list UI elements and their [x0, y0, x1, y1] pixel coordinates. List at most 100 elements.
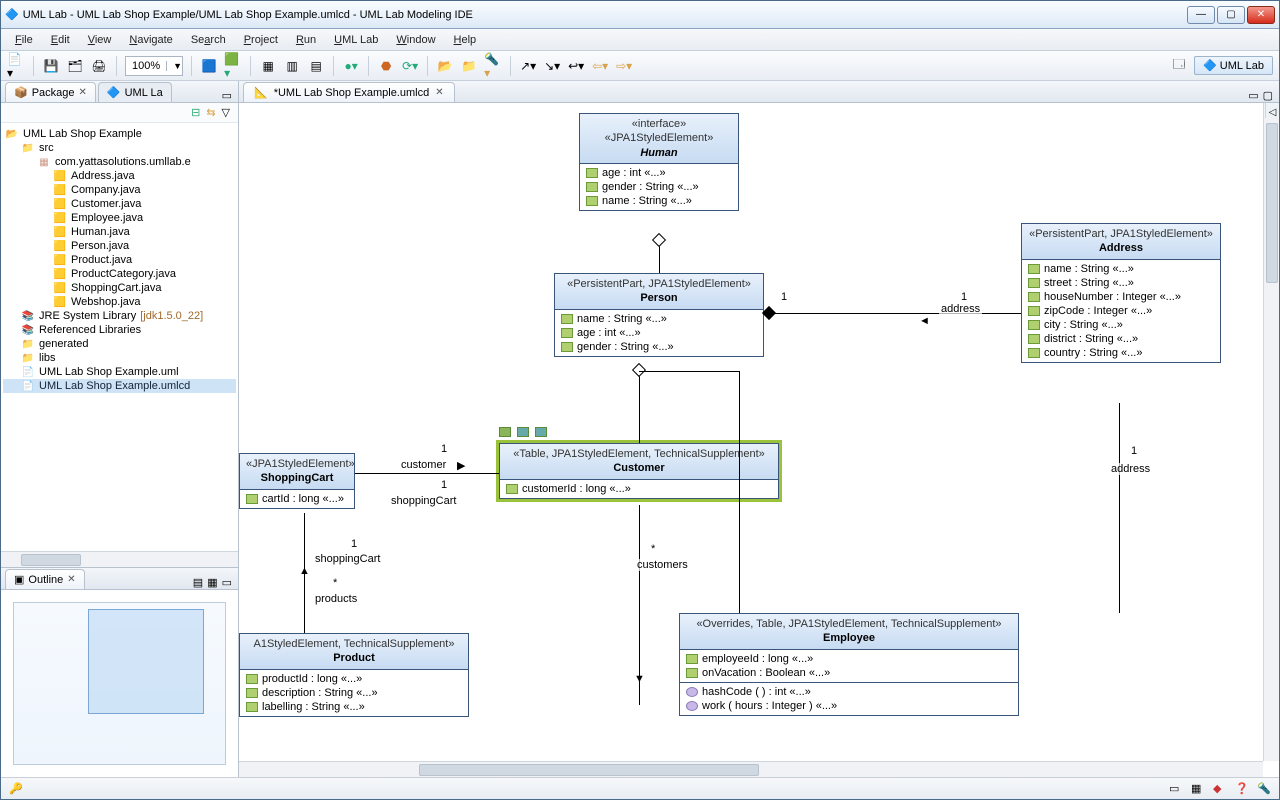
palette-handle[interactable]: ◁ — [1265, 103, 1279, 118]
status-icon[interactable]: ▦ — [1191, 782, 1205, 796]
tree-file[interactable]: 🟨Customer.java — [3, 197, 236, 211]
menu-view[interactable]: View — [80, 32, 120, 48]
tree-file[interactable]: 🟨Webshop.java — [3, 295, 236, 309]
menu-help[interactable]: Help — [446, 32, 485, 48]
editor-area: 📐 *UML Lab Shop Example.umlcd ✕ ▭ ▢ «int… — [239, 81, 1279, 777]
app-window: 🔷 UML Lab - UML Lab Shop Example/UML Lab… — [0, 0, 1280, 800]
nav-icon[interactable]: ↩▾ — [567, 57, 585, 75]
arrow-icon — [652, 233, 666, 247]
folder-icon[interactable]: 📁 — [460, 57, 478, 75]
package-tree[interactable]: 📂UML Lab Shop Example 📁src ▦com.yattasol… — [1, 123, 238, 551]
vertical-scrollbar[interactable] — [1263, 103, 1279, 761]
diagram-canvas[interactable]: «interface»«JPA1StyledElement»Human age … — [239, 103, 1263, 761]
nav-icon[interactable]: ↘▾ — [543, 57, 561, 75]
close-icon[interactable]: ✕ — [435, 87, 443, 98]
tree-scrollbar[interactable] — [1, 551, 238, 567]
tree-file[interactable]: 🟨Product.java — [3, 253, 236, 267]
role-label: address — [939, 303, 982, 315]
minimize-view-icon[interactable]: ▭ — [222, 89, 232, 102]
tree-src[interactable]: 📁src — [3, 141, 236, 155]
tree-jre[interactable]: 📚JRE System Library [jdk1.5.0_22] — [3, 309, 236, 323]
minimize-button[interactable]: — — [1187, 6, 1215, 24]
build-icon[interactable]: ⬣ — [377, 57, 395, 75]
uml-class-product[interactable]: A1StyledElement, TechnicalSupplement»Pro… — [239, 633, 469, 717]
outline-thumbnail[interactable] — [1, 590, 238, 777]
perspective-button[interactable]: 🔷 UML Lab — [1194, 56, 1273, 75]
uml-class-employee[interactable]: «Overrides, Table, JPA1StyledElement, Te… — [679, 613, 1019, 716]
menu-file[interactable]: File — [7, 32, 41, 48]
menu-search[interactable]: Search — [183, 32, 234, 48]
minimize-view-icon[interactable]: ▭ — [222, 576, 232, 589]
status-icon[interactable]: ◆ — [1213, 782, 1227, 796]
uml-class-shoppingcart[interactable]: «JPA1StyledElement»ShoppingCart cartId :… — [239, 453, 355, 509]
save-icon[interactable]: 💾 — [42, 57, 60, 75]
tab-outline[interactable]: ▣ Outline ✕ — [5, 569, 85, 589]
tree-file[interactable]: 🟨Company.java — [3, 183, 236, 197]
tree-folder[interactable]: 📁generated — [3, 337, 236, 351]
tab-package[interactable]: 📦 Package ✕ — [5, 82, 96, 102]
diamond-icon — [762, 306, 776, 320]
close-icon[interactable]: ✕ — [67, 574, 75, 585]
horizontal-scrollbar[interactable] — [239, 761, 1263, 777]
align-icon[interactable]: ▦ — [259, 57, 277, 75]
uml-class-person[interactable]: «PersistentPart, JPA1StyledElement»Perso… — [554, 273, 764, 357]
collapse-icon[interactable]: ⊟ — [191, 106, 200, 119]
search-icon[interactable]: 🔦▾ — [484, 57, 502, 75]
tree-folder[interactable]: 📁libs — [3, 351, 236, 365]
status-icon[interactable]: ▭ — [1169, 782, 1183, 796]
new-icon[interactable]: 📄▾ — [7, 57, 25, 75]
tree-package[interactable]: ▦com.yattasolutions.umllab.e — [3, 155, 236, 169]
print-icon[interactable]: 🖨 — [90, 57, 108, 75]
tree-uml-file[interactable]: 📄UML Lab Shop Example.uml — [3, 365, 236, 379]
align-icon[interactable]: ▤ — [307, 57, 325, 75]
menu-run[interactable]: Run — [288, 32, 324, 48]
menu-umllab[interactable]: UML Lab — [326, 32, 386, 48]
tree-file[interactable]: 🟨ProductCategory.java — [3, 267, 236, 281]
close-icon[interactable]: ✕ — [79, 87, 87, 98]
uml-class-address[interactable]: «PersistentPart, JPA1StyledElement»Addre… — [1021, 223, 1221, 363]
tree-file[interactable]: 🟨Person.java — [3, 239, 236, 253]
menu-edit[interactable]: Edit — [43, 32, 78, 48]
maximize-view-icon[interactable]: ▢ — [1263, 89, 1273, 102]
tree-reflib[interactable]: 📚Referenced Libraries — [3, 323, 236, 337]
tree-file[interactable]: 🟨Address.java — [3, 169, 236, 183]
maximize-button[interactable]: ▢ — [1217, 6, 1245, 24]
chevron-down-icon[interactable]: ▼ — [166, 61, 182, 71]
refresh-icon[interactable]: ⟳▾ — [401, 57, 419, 75]
tab-umlla[interactable]: 🔷 UML La — [98, 82, 172, 102]
uml-class-customer[interactable]: «Table, JPA1StyledElement, TechnicalSupp… — [499, 443, 779, 499]
outline-mode-icon[interactable]: ▤ — [193, 576, 203, 589]
close-button[interactable]: ✕ — [1247, 6, 1275, 24]
align-icon[interactable]: ▥ — [283, 57, 301, 75]
menu-navigate[interactable]: Navigate — [121, 32, 180, 48]
selection-toolbar[interactable] — [499, 427, 547, 437]
run-icon[interactable]: ●▾ — [342, 57, 360, 75]
tree-project[interactable]: 📂UML Lab Shop Example — [3, 127, 236, 141]
tree-umlcd-file[interactable]: 📄UML Lab Shop Example.umlcd — [3, 379, 236, 393]
tool-icon[interactable]: 🟩▾ — [224, 57, 242, 75]
forward-icon[interactable]: ⇨▾ — [615, 57, 633, 75]
tree-file[interactable]: 🟨Human.java — [3, 225, 236, 239]
left-panel: 📦 Package ✕ 🔷 UML La ▭ ⊟ ⇆ ▽ 📂UML Lab Sh… — [1, 81, 239, 777]
tool-icon[interactable]: 🟦 — [200, 57, 218, 75]
minimize-view-icon[interactable]: ▭ — [1248, 89, 1258, 102]
tree-file[interactable]: 🟨Employee.java — [3, 211, 236, 225]
folder-icon[interactable]: 📂 — [436, 57, 454, 75]
nav-icon[interactable]: ↗▾ — [519, 57, 537, 75]
multiplicity-label: 1 — [959, 291, 969, 303]
back-icon[interactable]: ⇦▾ — [591, 57, 609, 75]
link-icon[interactable]: ⇆ — [206, 106, 215, 119]
tree-file[interactable]: 🟨ShoppingCart.java — [3, 281, 236, 295]
save-all-icon[interactable]: 🗂 — [66, 57, 84, 75]
zoom-combo[interactable]: 100% ▼ — [125, 56, 183, 76]
uml-class-human[interactable]: «interface»«JPA1StyledElement»Human age … — [579, 113, 739, 211]
connector — [1119, 403, 1120, 613]
outline-mode-icon[interactable]: ▦ — [207, 576, 217, 589]
perspective-icon[interactable]: 🗔 — [1170, 57, 1188, 75]
menu-window[interactable]: Window — [388, 32, 443, 48]
status-icon[interactable]: 🔦 — [1257, 782, 1271, 796]
menu-project[interactable]: Project — [236, 32, 286, 48]
status-icon[interactable]: ❓ — [1235, 782, 1249, 796]
editor-tab[interactable]: 📐 *UML Lab Shop Example.umlcd ✕ — [243, 82, 455, 102]
menu-icon[interactable]: ▽ — [222, 106, 230, 119]
